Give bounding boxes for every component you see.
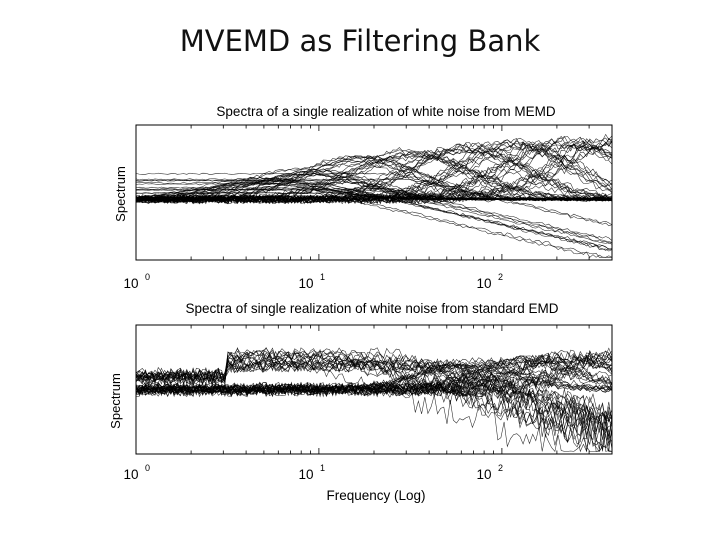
x-axis-label: Frequency (Log) <box>326 488 425 503</box>
imf-spectrum-line <box>135 142 613 205</box>
y-axis-label: Spectrum <box>113 166 128 222</box>
tick-label-exponent: 1 <box>320 272 325 282</box>
imf-spectrum-line <box>135 142 613 204</box>
tick-label-base: 10 <box>123 276 138 291</box>
residual-spectrum-line <box>135 186 613 258</box>
x-axis-tick-labels: 10 0 10 1 10 2 <box>123 463 503 482</box>
imf-spectrum-line <box>135 350 613 452</box>
residual-spectrum-line <box>135 188 613 243</box>
y-axis-label: Spectrum <box>108 373 123 429</box>
imf-spectrum-line <box>135 352 613 398</box>
tick-label-base: 10 <box>298 276 313 291</box>
imf-spectrum-line <box>135 360 613 421</box>
imf-spectrum-line <box>135 139 613 205</box>
chart-title: Spectra of a single realization of white… <box>216 104 555 119</box>
residual-spectrum-line <box>135 179 613 244</box>
residual-spectrum-line <box>135 178 613 227</box>
tick-label-exponent: 0 <box>145 463 150 473</box>
imf-spectrum-line <box>135 350 613 398</box>
tick-label-exponent: 2 <box>498 463 503 473</box>
imf-spectrum-line <box>135 137 613 205</box>
tick-label-exponent: 1 <box>320 463 325 473</box>
memd-spectra-plot: Spectra of a single realization of white… <box>113 104 613 291</box>
imf-spectrum-line <box>135 352 613 396</box>
series-group <box>135 346 613 453</box>
tick-label-base: 10 <box>476 467 491 482</box>
residual-spectrum-line <box>135 172 613 226</box>
tick-label-exponent: 0 <box>145 272 150 282</box>
imf-spectrum-line <box>135 350 613 396</box>
imf-spectrum-line <box>135 350 613 398</box>
tick-label-base: 10 <box>476 276 491 291</box>
residual-spectrum-line <box>135 192 612 258</box>
residual-spectrum-line <box>135 192 613 252</box>
imf-spectrum-line <box>135 358 613 422</box>
emd-spectra-plot: Spectra of single realization of white n… <box>108 301 613 503</box>
x-axis-ticks <box>135 125 613 260</box>
x-axis-tick-labels: 10 0 10 1 10 2 <box>123 272 503 291</box>
imf-spectrum-line <box>135 351 613 396</box>
x-axis-ticks <box>135 325 613 454</box>
imf-spectrum-line <box>135 137 613 205</box>
imf-spectrum-line <box>135 361 613 440</box>
residual-spectrum-line <box>135 179 613 251</box>
tick-label-base: 10 <box>298 467 313 482</box>
imf-spectrum-line <box>135 133 613 205</box>
chart-title: Spectra of single realization of white n… <box>186 301 559 316</box>
series-group <box>135 133 613 258</box>
residual-spectrum-line <box>135 189 613 245</box>
tick-label-base: 10 <box>123 467 138 482</box>
imf-spectrum-line <box>135 351 613 398</box>
residual-spectrum-line <box>135 182 613 241</box>
imf-spectrum-line <box>135 355 613 398</box>
imf-spectrum-line <box>135 347 613 398</box>
imf-spectrum-line <box>135 135 613 205</box>
tick-label-exponent: 2 <box>498 272 503 282</box>
imf-spectrum-line <box>135 363 612 453</box>
slide-title: MVEMD as Filtering Bank <box>179 24 541 58</box>
